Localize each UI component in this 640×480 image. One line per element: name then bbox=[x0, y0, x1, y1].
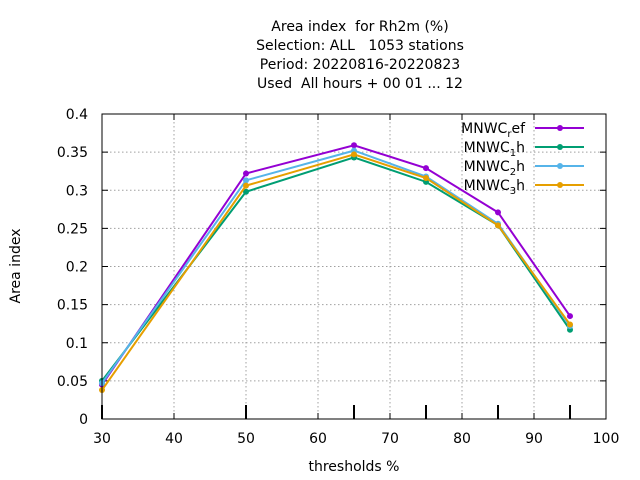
series-line bbox=[101, 153, 571, 391]
y-tick-label: 0.1 bbox=[66, 336, 88, 352]
x-tick-label: 100 bbox=[593, 431, 620, 447]
x-tick-label: 40 bbox=[165, 431, 183, 447]
data-point bbox=[243, 182, 249, 189]
legend-label: MNWC2h bbox=[464, 159, 525, 178]
data-point bbox=[423, 165, 429, 172]
title-line-3: Period: 20220816-20220823 bbox=[259, 57, 461, 73]
y-tick-label: 0.25 bbox=[57, 221, 88, 237]
data-point bbox=[243, 177, 249, 184]
legend-item: MNWC3h bbox=[464, 178, 584, 197]
data-point bbox=[567, 321, 573, 328]
legend-item: MNWCref bbox=[461, 121, 584, 140]
series-group bbox=[99, 142, 573, 394]
x-tick-label: 90 bbox=[525, 431, 543, 447]
y-tick-label: 0.4 bbox=[66, 107, 88, 123]
y-tick-label: 0.15 bbox=[57, 298, 88, 314]
x-tick-label: 60 bbox=[309, 431, 327, 447]
data-point bbox=[423, 175, 429, 182]
legend-swatch-point bbox=[557, 182, 563, 188]
x-tick-label: 70 bbox=[381, 431, 399, 447]
title-line-2: Selection: ALL 1053 stations bbox=[256, 38, 464, 54]
y-axis-label: Area index bbox=[8, 229, 24, 304]
series-MNWC_3h bbox=[99, 151, 573, 394]
data-point bbox=[495, 209, 501, 216]
legend-swatch-point bbox=[557, 163, 563, 169]
legend-item: MNWC1h bbox=[464, 140, 584, 159]
x-tick-label: 30 bbox=[93, 431, 111, 447]
title-line-1: Area index for Rh2m (%) bbox=[271, 19, 449, 35]
data-point bbox=[351, 151, 357, 158]
legend-item: MNWC2h bbox=[464, 159, 584, 178]
data-point bbox=[243, 188, 249, 195]
legend-label: MNWC1h bbox=[464, 140, 525, 159]
title-line-4: Used All hours + 00 01 ... 12 bbox=[257, 76, 463, 92]
y-tick-label: 0 bbox=[79, 412, 88, 428]
data-point bbox=[243, 170, 249, 177]
legend-swatch-point bbox=[557, 125, 563, 131]
data-point bbox=[495, 222, 501, 229]
legend-label: MNWCref bbox=[461, 121, 526, 140]
y-tick-label: 0.05 bbox=[57, 374, 88, 390]
axis-ticks: 30 40 50 60 70 80 90 100 0 0.05 0.1 0.15 0.2 0.25 0.3 0… bbox=[57, 107, 620, 447]
data-point bbox=[567, 313, 573, 320]
y-tick-label: 0.2 bbox=[66, 260, 88, 276]
x-axis-label: thresholds % bbox=[309, 459, 400, 475]
legend-label: MNWC3h bbox=[464, 178, 525, 197]
data-point bbox=[351, 142, 357, 149]
x-tick-label: 80 bbox=[453, 431, 471, 447]
x-tick-label: 50 bbox=[237, 431, 255, 447]
plot-frame bbox=[101, 113, 607, 420]
y-tick-label: 0.35 bbox=[57, 145, 88, 161]
legend-swatch-point bbox=[557, 144, 563, 150]
series-line bbox=[101, 144, 571, 386]
y-tick-label: 0.3 bbox=[66, 183, 88, 199]
